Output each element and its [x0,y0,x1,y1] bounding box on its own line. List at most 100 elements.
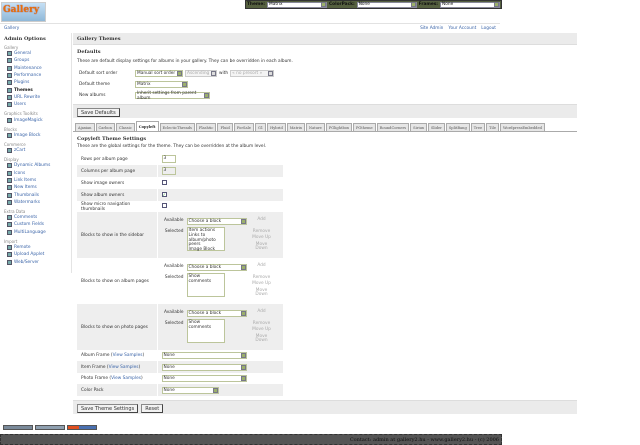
sidebar-item-comments[interactable]: Comments [4,214,67,221]
item-frame-value: None [163,364,175,370]
presort-select[interactable]: « no presort » [230,70,275,77]
tab-ajaxian[interactable]: Ajaxian [75,123,95,131]
move-down-button[interactable]: Move Down [255,333,268,344]
sidebar-item-groups[interactable]: Groups [4,57,67,64]
selected-block-item[interactable]: Show comments [188,274,212,284]
sidebar-item-themes[interactable]: Themes [4,86,67,93]
sidebar-item-upload-applet[interactable]: Upload Applet [4,251,67,258]
frames-select[interactable]: None [440,1,500,8]
reset-button[interactable]: Reset [141,404,164,413]
photo-frame-samples-link[interactable]: View Samples [111,376,141,381]
sidebar-item-custom-fields[interactable]: Custom Fields [4,221,67,228]
tab-wordpressembedded[interactable]: WordpressEmbedded [499,123,545,131]
sidebar-item-general[interactable]: General [4,50,67,57]
add-block-button[interactable]: Add [257,217,266,223]
breadcrumb-gallery[interactable]: Gallery [4,26,20,31]
sidebar-item-imagemagick[interactable]: ImageMagick [4,116,67,123]
tab-pgtheme[interactable]: PGtheme [352,123,376,131]
tab-hybrid[interactable]: Hybrid [267,123,286,131]
tab-pglightbox[interactable]: PGlightbox [325,123,352,131]
tab-classic[interactable]: Classic [115,123,135,131]
tab-forsale[interactable]: ForSale [233,123,254,131]
new-albums-select[interactable]: Inherit settings from parent album [135,91,210,101]
micro-nav-checkbox[interactable] [161,203,167,208]
sidebar-item-link-items[interactable]: Link Items [4,177,67,184]
move-up-button[interactable]: Move Up [252,235,271,241]
tab-matrix[interactable]: Matrix [286,123,305,131]
selected-block-item[interactable]: Image Block [188,247,215,253]
add-block-button[interactable]: Add [257,309,266,315]
gallery-badge[interactable] [35,425,65,430]
tab-roundcorners[interactable]: RoundCorners [376,123,410,131]
move-down-button[interactable]: Move Down [255,241,268,252]
sidebar-item-icons[interactable]: Icons [4,170,67,177]
remove-block-button[interactable]: Remove [252,320,271,326]
gallery-logo[interactable]: Gallery [1,2,46,22]
selected-blocks-list[interactable]: Item actions Links to album/photo peers Im… [186,227,225,253]
photo-frame-select[interactable]: None [161,375,247,382]
tab-eclecticthreads[interactable]: EclecticThreads [159,123,195,131]
sidebar-item-dynamic-albums[interactable]: Dynamic Albums [4,162,67,169]
w3c-badge[interactable] [3,425,33,430]
move-down-button[interactable]: Move Down [255,287,268,298]
selected-block-item[interactable]: Item actions [188,228,216,234]
tab-fluid[interactable]: Fluid [217,123,233,131]
sidebar-item-watermarks[interactable]: Watermarks [4,199,67,206]
remove-block-button[interactable]: Remove [252,228,271,234]
selected-block-item[interactable]: Links to album/photo peers [188,232,216,248]
tab-siriux[interactable]: Siriux [410,123,427,131]
tab-splitbang[interactable]: SplitBang [445,123,470,131]
sidebar-item-remote[interactable]: Remote [4,244,67,251]
album-frame-samples-link[interactable]: View Samples [112,353,143,358]
move-up-button[interactable]: Move Up [252,281,271,287]
sidebar-item-image-block[interactable]: Image Block [4,132,67,139]
tab-nature[interactable]: Nature [305,123,325,131]
logout-link[interactable]: Logout [481,26,496,31]
sidebar-item-maintenance[interactable]: Maintenance [4,65,67,72]
tab-tile[interactable]: Tile [486,123,499,131]
site-admin-link[interactable]: Site Admin [420,26,444,31]
tab-slider[interactable]: Slider [427,123,445,131]
colorpack-select[interactable]: None [356,1,417,8]
sidebar-item-new-items[interactable]: New Items [4,184,67,191]
item-frame-select[interactable]: None [161,363,247,371]
selected-blocks-list[interactable]: Show comments [186,319,225,344]
sidebar-item-zcart[interactable]: zCart [4,147,67,154]
tab-tree[interactable]: Tree [470,123,486,131]
sidebar-item-plugins[interactable]: Plugins [4,79,67,86]
save-theme-settings-button[interactable]: Save Theme Settings [77,404,139,413]
sidebar-item-thumbnails[interactable]: Thumbnails [4,191,67,198]
album-owners-checkbox[interactable]: ✓ [161,192,167,197]
album-blocks-editor: Available Selected Choose a block Show comm… [157,258,283,304]
image-owners-checkbox[interactable] [161,179,167,185]
cols-input[interactable]: 3 [161,167,176,175]
move-up-button[interactable]: Move Up [252,327,271,333]
sidebar-item-users[interactable]: Users [4,101,67,108]
your-account-link[interactable]: Your Account [448,26,477,31]
tab-flashtic[interactable]: Flashtic [195,123,217,131]
tab-copyleft[interactable]: Copyleft [135,121,159,131]
tab-g1[interactable]: G1 [254,123,267,131]
color-pack-select[interactable]: None [161,386,219,394]
available-blocks-select[interactable]: Choose a block [186,218,247,226]
available-blocks-select[interactable]: Choose a block [186,310,247,318]
sidebar-item-performance[interactable]: Performance [4,72,67,79]
album-frame-select[interactable]: None [161,352,247,359]
add-block-button[interactable]: Add [257,263,266,269]
sidebar-item-web-server[interactable]: Web/Server [4,259,67,266]
sidebar-item-multilanguage[interactable]: MultiLanguage [4,229,67,236]
rows-input[interactable]: 3 [161,155,176,163]
available-blocks-select[interactable]: Choose a block [186,264,247,272]
sort-order-select[interactable]: Manual sort order [135,70,183,77]
default-theme-select[interactable]: Matrix [135,81,188,88]
save-defaults-button[interactable]: Save Defaults [77,108,120,117]
sort-direction-select[interactable]: Ascending [185,70,217,77]
tab-carbon[interactable]: Carbon [95,123,115,131]
remove-block-button[interactable]: Remove [252,274,271,280]
selected-block-item[interactable]: Show comments [188,320,212,330]
theme-select[interactable]: Matrix [267,1,327,8]
item-frame-samples-link[interactable]: View Samples [108,364,139,370]
sidebar-item-url-rewrite[interactable]: URL Rewrite [4,94,67,101]
selected-blocks-list[interactable]: Show comments [186,273,225,298]
gallery-powered-badge[interactable] [67,425,97,430]
